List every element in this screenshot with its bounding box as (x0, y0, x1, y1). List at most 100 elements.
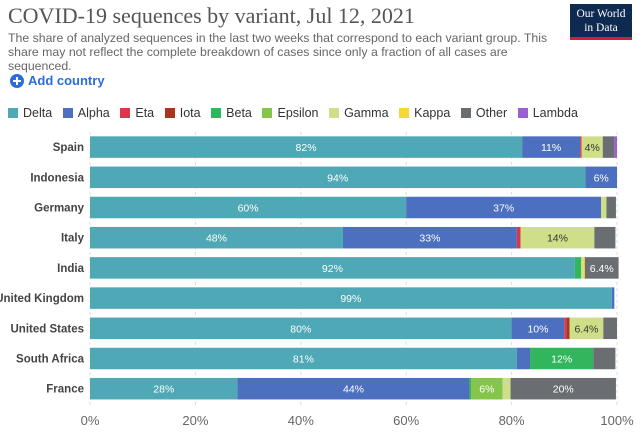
legend-swatch (164, 108, 175, 118)
legend-item-lambda[interactable]: Lambda (517, 106, 578, 120)
legend-item-kappa[interactable]: Kappa (399, 106, 450, 120)
x-tick-label: 40% (288, 413, 314, 428)
category-label-india: India (57, 263, 84, 275)
data-label: 6% (594, 172, 609, 184)
data-label: 6% (479, 384, 494, 396)
data-label: 92% (322, 263, 343, 275)
data-label: 99% (340, 293, 361, 305)
category-label-indonesia: Indonesia (30, 172, 84, 184)
legend-swatch (262, 108, 273, 118)
legend-label: Other (475, 106, 508, 120)
bar-gamma (581, 257, 584, 279)
legend-item-alpha[interactable]: Alpha (62, 106, 110, 120)
bar-beta (530, 347, 594, 370)
legend-item-epsilon[interactable]: Epsilon (262, 106, 318, 120)
bar-alpha (516, 347, 531, 370)
data-label: 37% (493, 203, 514, 215)
bar-delta (90, 347, 517, 370)
category-label-spain: Spain (53, 142, 84, 154)
chart-title: COVID-19 sequences by variant, Jul 12, 2… (8, 3, 415, 28)
bar-delta (90, 317, 512, 340)
x-tick-label: 0% (81, 413, 100, 428)
legend-label: Eta (135, 106, 155, 120)
data-label: 6.4% (574, 323, 598, 335)
legend-label: Delta (23, 106, 53, 120)
bar-alpha (611, 287, 615, 309)
data-label: 80% (290, 323, 311, 335)
bar-beta (574, 257, 582, 279)
legend-swatch (399, 108, 410, 118)
bar-delta (90, 257, 575, 279)
data-label: 28% (153, 384, 174, 396)
bar-epsilon (471, 377, 503, 400)
category-label-france: France (46, 384, 84, 396)
legend-swatch (460, 108, 471, 118)
bar-gamma (601, 196, 607, 219)
x-tick-label: 20% (182, 413, 208, 428)
bar-delta (90, 136, 523, 158)
bar-kappa (583, 257, 585, 279)
legend-swatch (517, 108, 528, 118)
bar-delta (90, 226, 343, 249)
data-label: 81% (293, 354, 314, 366)
legend-swatch (120, 108, 131, 118)
data-label: 11% (541, 142, 561, 154)
bar-beta (469, 377, 472, 400)
legend-label: Iota (179, 106, 201, 120)
category-label-united-states: United States (11, 323, 85, 335)
bar-delta (90, 287, 612, 309)
legend-swatch (62, 108, 73, 118)
x-tick-label: 100% (600, 413, 634, 428)
data-label: 14% (547, 233, 568, 245)
owid-logo[interactable]: Our World in Data (570, 4, 632, 40)
logo-line-1: Our World (576, 8, 626, 20)
data-label: 10% (527, 323, 548, 335)
data-label: 60% (238, 203, 259, 215)
bar-iota (566, 317, 570, 340)
legend-label: Lambda (532, 106, 578, 120)
bar-alpha (342, 226, 517, 249)
bar-gamma (502, 377, 511, 400)
bar-lambda (614, 136, 617, 158)
legend-swatch (329, 108, 340, 118)
logo-line-2: in Data (584, 22, 618, 34)
legend-item-gamma[interactable]: Gamma (329, 106, 389, 120)
bar-other (593, 347, 616, 370)
legend-item-other[interactable]: Other (460, 106, 508, 120)
category-label-south-africa: South Africa (16, 354, 85, 366)
x-tick-label: 60% (393, 413, 419, 428)
legend-label: Beta (226, 106, 252, 120)
legend-swatch (8, 108, 18, 118)
legend-swatch (211, 108, 222, 118)
legend-item-eta[interactable]: Eta (120, 106, 154, 120)
data-label: 20% (553, 384, 574, 396)
legend-item-iota[interactable]: Iota (164, 106, 201, 120)
legend-item-beta[interactable]: Beta (211, 106, 252, 120)
bar-alpha (406, 196, 602, 219)
bar-delta (90, 377, 238, 400)
bar-other (606, 196, 616, 219)
bar-other (584, 257, 619, 279)
data-label: 4% (585, 142, 600, 154)
bar-eta (580, 136, 582, 158)
bar-gamma (581, 136, 603, 158)
data-label: 44% (343, 384, 364, 396)
legend: Delta Alpha Eta Iota Beta Epsilon Gamma Kappa Ot… (8, 106, 589, 120)
bar-other (510, 377, 616, 400)
bar-alpha (585, 166, 617, 189)
add-country-label: Add country (28, 73, 105, 88)
bar-alpha (511, 317, 565, 340)
data-label: 6.4% (590, 263, 614, 275)
bar-other (594, 226, 616, 249)
bar-other (603, 317, 617, 340)
data-label: 94% (327, 172, 348, 184)
bar-alpha (237, 377, 470, 400)
add-country-button[interactable]: Add country (10, 73, 105, 88)
legend-item-delta[interactable]: Delta (8, 106, 52, 120)
bar-alpha (522, 136, 581, 158)
legend-label: Gamma (344, 106, 389, 120)
legend-label: Epsilon (277, 106, 319, 120)
bar-other (602, 136, 615, 158)
plus-circle-icon (10, 73, 24, 88)
